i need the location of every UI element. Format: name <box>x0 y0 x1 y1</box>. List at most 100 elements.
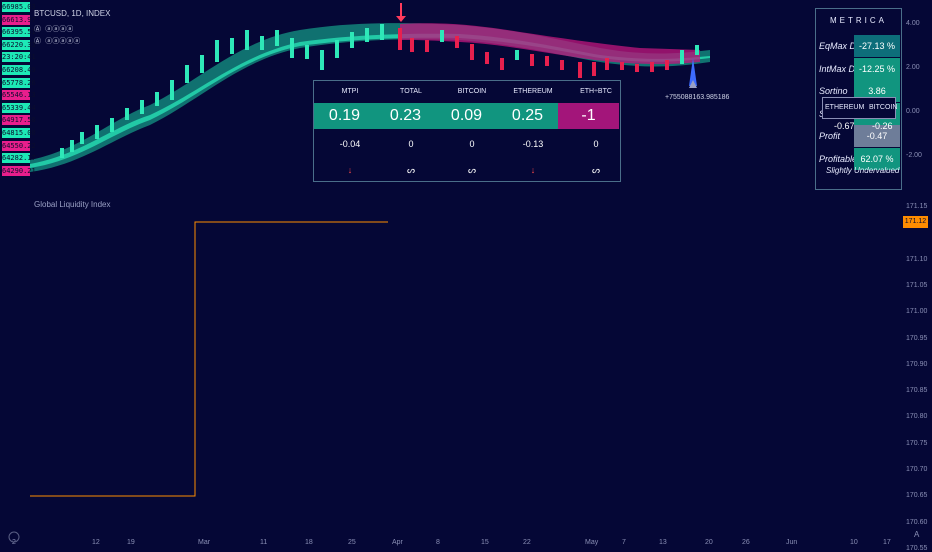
x-tick: 17 <box>883 539 891 546</box>
table-value: 0.25 <box>497 103 558 129</box>
price-tag: 66208.49 <box>2 65 36 75</box>
x-tick: 2 <box>12 539 16 546</box>
metrica-value: -12.25 % <box>854 57 900 80</box>
x-tick: 20 <box>705 539 713 546</box>
table-change: -0.04 <box>339 139 361 149</box>
metrica-value: -27.13 % <box>854 35 900 57</box>
axis-tick: 170.90 <box>906 360 928 368</box>
x-tick: Mar <box>198 539 211 546</box>
symbol-label[interactable]: BTCUSD, 1D, INDEX <box>34 9 111 18</box>
axis-tick: 0.00 <box>906 108 920 115</box>
x-tick: 18 <box>305 539 313 546</box>
table-trend-icon: ↓ <box>530 165 536 175</box>
legend-line-1: Ⓐ ⓐⓐⓐⓐ <box>34 25 74 33</box>
table-trend-icon: ᔕ <box>406 165 416 175</box>
x-tick: 15 <box>481 539 489 546</box>
price-tag: 66395.51 <box>2 27 36 38</box>
metrica-label: Profitable <box>819 153 858 164</box>
overlay-box: ETHEREUM BITCOIN <box>822 97 898 119</box>
axis-tick: 170.70 <box>906 466 928 473</box>
logo-icon[interactable] <box>8 530 20 544</box>
axis-tick: 171.00 <box>906 308 928 316</box>
table-change: -0.13 <box>522 139 544 149</box>
auto-scale-button[interactable]: A <box>914 530 920 539</box>
axis-tick: 170.85 <box>906 387 928 395</box>
price-tag: 64815.00 <box>2 128 36 138</box>
x-tick: 19 <box>127 539 135 546</box>
overlay-btc-value: -0.26 <box>872 121 893 131</box>
metrica-title: METRICA <box>830 16 887 25</box>
table-header: ETH÷BTC <box>580 88 612 95</box>
x-tick: 12 <box>92 539 100 546</box>
table-trend-icon: ↓ <box>347 165 353 175</box>
price-tag: 65339.44 <box>2 102 36 113</box>
current-value-tag: 171.12 <box>903 216 928 228</box>
metrica-label: Sortino <box>819 86 848 96</box>
price-tag: 64550.22 <box>2 140 36 151</box>
price-tag: 66220.33 <box>2 39 36 50</box>
x-tick: 13 <box>659 539 667 546</box>
x-tick: 10 <box>850 539 858 546</box>
liquidity-line <box>30 221 388 497</box>
metrica-value: 62.07 % <box>854 147 900 170</box>
price-tag: 65546.13 <box>2 90 36 101</box>
x-tick: 11 <box>260 539 268 546</box>
legend-line-2: Ⓐ ⓐⓐⓐⓐⓐ <box>34 37 81 45</box>
axis-tick: 170.65 <box>906 492 928 500</box>
table-value: 0.23 <box>375 103 436 129</box>
x-tick: Jun <box>786 539 798 546</box>
x-tick: 26 <box>742 539 750 546</box>
table-value: -1 <box>558 103 619 129</box>
price-tag: 65778.26 <box>2 77 36 88</box>
table-value: 0.09 <box>436 103 497 129</box>
axis-tick: 170.60 <box>906 518 928 526</box>
x-tick: Apr <box>392 539 403 546</box>
table-trend-icon: ᔕ <box>591 165 601 175</box>
x-tick: 7 <box>622 539 626 546</box>
axis-tick: 171.10 <box>906 255 928 263</box>
price-tag: 64290.21 <box>2 165 36 176</box>
overlay-status: Slightly Undervalued <box>826 166 900 175</box>
table-trend-icon: ᔕ <box>467 165 477 175</box>
table-header: ETHEREUM <box>513 88 553 95</box>
table-value: 0.19 <box>314 103 375 129</box>
x-tick: 22 <box>523 539 531 546</box>
overlay-eth-value: -0.67 <box>834 121 855 131</box>
indicator-table: MTPI TOTAL BITCOIN ETHEREUM ETH÷BTC 0.19 0.23… <box>313 80 621 182</box>
axis-tick: 171.15 <box>906 203 928 210</box>
price-tag: 66613.97 <box>2 14 36 25</box>
metrica-panel: METRICA EqMax DD -27.13 % IntMax DD -12.25 … <box>815 8 902 190</box>
axis-tick: 170.95 <box>906 334 928 342</box>
table-header: MTPI <box>341 88 359 95</box>
axis-tick: -2.00 <box>906 152 922 159</box>
table-header: TOTAL <box>400 88 422 95</box>
x-tick: May <box>585 539 599 546</box>
axis-tick: 4.00 <box>906 20 920 27</box>
price-tag: 66985.03 <box>2 2 36 12</box>
metrica-label: IntMax DD <box>819 63 862 74</box>
metrica-label: EqMax DD <box>819 41 863 51</box>
axis-tick: 171.05 <box>906 281 928 289</box>
axis-tick: 2.00 <box>906 64 920 71</box>
metrica-value: 3.86 <box>854 80 900 102</box>
metrica-label: Profit <box>819 131 841 141</box>
annotation-label: +755088163.985186 <box>665 94 730 101</box>
price-chart[interactable] <box>0 0 900 195</box>
table-header: BITCOIN <box>457 88 487 95</box>
price-tag: 64917.50 <box>2 115 36 126</box>
axis-tick: 170.55 <box>906 544 928 552</box>
liquidity-line-chart[interactable] <box>0 200 900 530</box>
overlay-header-eth: ETHEREUM <box>825 104 865 111</box>
axis-tick: 170.80 <box>906 413 928 421</box>
indicator-title: Global Liquidity Index <box>34 200 111 209</box>
x-tick: 8 <box>436 539 440 546</box>
x-tick: 25 <box>348 539 356 546</box>
price-tag: 64282.17 <box>2 153 36 164</box>
table-change: 0 <box>593 139 599 149</box>
table-change: 0 <box>408 139 414 149</box>
overlay-header-btc: BITCOIN <box>869 104 898 111</box>
metrica-value: -0.47 <box>854 125 900 147</box>
table-change: 0 <box>469 139 475 149</box>
price-tag: 23:20:41 <box>2 52 36 63</box>
axis-tick: 170.75 <box>906 439 928 447</box>
